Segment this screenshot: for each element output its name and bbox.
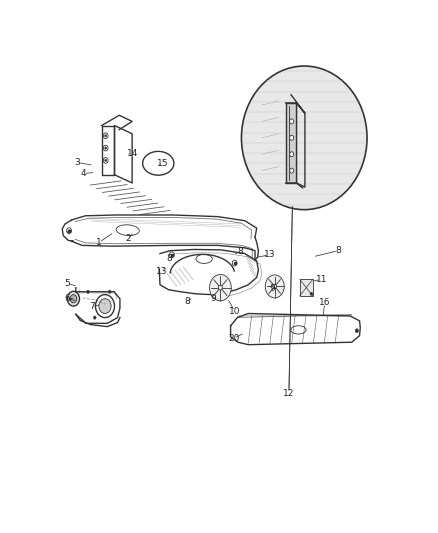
- Text: 3: 3: [74, 158, 80, 167]
- Text: 12: 12: [283, 389, 295, 398]
- Circle shape: [105, 147, 107, 149]
- Text: 15: 15: [157, 159, 169, 168]
- Circle shape: [103, 158, 108, 163]
- Text: 16: 16: [319, 298, 330, 308]
- Text: 10: 10: [229, 306, 240, 316]
- Circle shape: [310, 292, 313, 295]
- Ellipse shape: [291, 326, 306, 334]
- Text: 8: 8: [184, 297, 190, 306]
- Text: 11: 11: [315, 275, 327, 284]
- Text: 20: 20: [228, 334, 240, 343]
- Text: 9: 9: [269, 285, 275, 293]
- Circle shape: [355, 329, 359, 333]
- Circle shape: [273, 284, 276, 288]
- Circle shape: [290, 168, 294, 173]
- Text: 9: 9: [211, 294, 216, 303]
- Circle shape: [70, 295, 77, 303]
- Text: 2: 2: [125, 234, 131, 243]
- Circle shape: [105, 159, 107, 161]
- Circle shape: [93, 316, 96, 319]
- Circle shape: [67, 292, 80, 306]
- Ellipse shape: [241, 66, 367, 209]
- FancyBboxPatch shape: [286, 103, 297, 183]
- Text: 1: 1: [96, 238, 102, 247]
- FancyBboxPatch shape: [300, 279, 313, 296]
- Circle shape: [105, 134, 107, 137]
- Text: 7: 7: [89, 302, 95, 311]
- Circle shape: [87, 290, 89, 293]
- Text: 8: 8: [336, 246, 341, 255]
- Text: 8: 8: [237, 247, 243, 256]
- Text: 13: 13: [156, 266, 167, 276]
- Circle shape: [95, 295, 114, 318]
- Circle shape: [209, 274, 231, 301]
- Circle shape: [103, 133, 108, 139]
- Ellipse shape: [116, 225, 139, 236]
- Circle shape: [265, 275, 284, 298]
- Circle shape: [290, 152, 294, 157]
- Circle shape: [67, 228, 71, 233]
- Text: 13: 13: [264, 251, 275, 259]
- Ellipse shape: [196, 254, 212, 263]
- Text: 4: 4: [81, 169, 86, 178]
- Circle shape: [103, 145, 108, 151]
- Circle shape: [170, 252, 174, 257]
- Circle shape: [290, 135, 294, 140]
- Circle shape: [108, 290, 111, 293]
- Circle shape: [219, 285, 223, 290]
- Ellipse shape: [143, 151, 174, 175]
- Circle shape: [232, 260, 237, 266]
- Text: 14: 14: [127, 149, 138, 158]
- Text: 8: 8: [166, 254, 173, 263]
- Text: 6: 6: [65, 294, 71, 303]
- Text: 5: 5: [65, 279, 71, 288]
- Circle shape: [99, 298, 111, 313]
- Circle shape: [290, 119, 294, 124]
